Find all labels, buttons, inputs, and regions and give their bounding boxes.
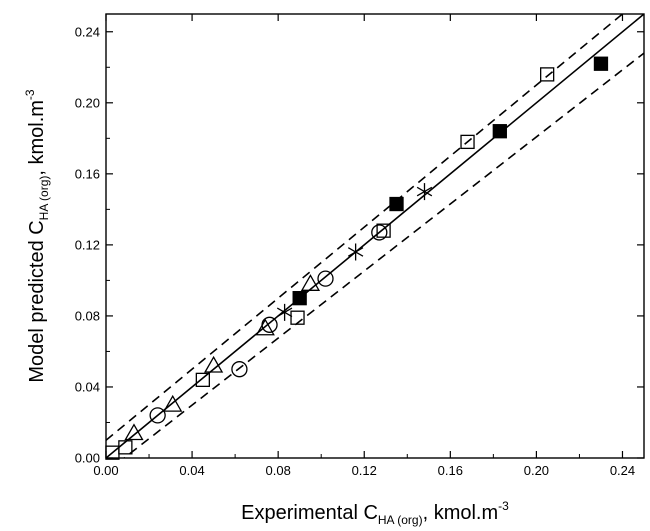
filled-square-point [389,196,404,212]
x-axis-title: Experimental CHA (org), kmol.m-3 [241,499,509,527]
x-tick-label: 0.04 [179,463,204,478]
y-tick-label: 0.24 [75,24,100,39]
open-triangle-point [163,394,183,412]
filled-square-point [593,56,609,71]
y-tick-label: 0.00 [75,451,100,466]
open-square-point [195,372,210,388]
confidence-line-1 [106,14,624,441]
y-tick-label: 0.08 [75,308,100,323]
x-tick-label: 0.24 [610,463,635,478]
reference-lines [106,14,644,458]
asterisk-stroke [276,307,293,318]
x-tick-label: 0.16 [438,463,463,478]
open-circle-point [317,270,334,287]
open-square-point [290,310,305,325]
y-tick-label: 0.16 [75,166,100,181]
asterisk-stroke [347,247,364,257]
filled-square-point [292,291,307,306]
asterisk-stroke [416,186,433,197]
open-circle-point [261,316,278,333]
open-triangle-point [255,318,275,336]
open-square-point [376,223,391,238]
fit-line [106,14,644,458]
open-square-point [118,440,133,455]
confidence-line-2 [122,52,644,458]
plot-frame [105,13,645,459]
axis-ticks: 0.00 0.04 0.08 0.12 0.16 0.20 0.24 0.00 0.04 0.08… [75,14,644,478]
x-tick-label: 0.00 [93,463,118,478]
asterisk-point [416,183,433,201]
open-circle-point [149,407,166,424]
filled-square-point [492,124,507,139]
asterisk-point [347,243,364,261]
asterisk-point [276,303,293,321]
open-triangle-point [124,423,144,441]
y-tick-label: 0.20 [75,95,100,110]
open-triangle-point [300,274,321,291]
y-axis-title: Model predicted CHA (org), kmol.m-3 [23,89,51,383]
data-markers [105,56,609,460]
open-square-point [540,67,555,82]
open-circle-point [371,224,388,241]
y-tick-label: 0.04 [75,379,100,394]
x-tick-label: 0.20 [524,463,549,478]
open-circle-point [231,361,248,378]
x-tick-label: 0.12 [352,463,377,478]
open-square-point [460,134,475,150]
x-tick-label: 0.08 [266,463,291,478]
y-tick-label: 0.12 [75,237,100,252]
open-triangle-point [203,355,224,373]
